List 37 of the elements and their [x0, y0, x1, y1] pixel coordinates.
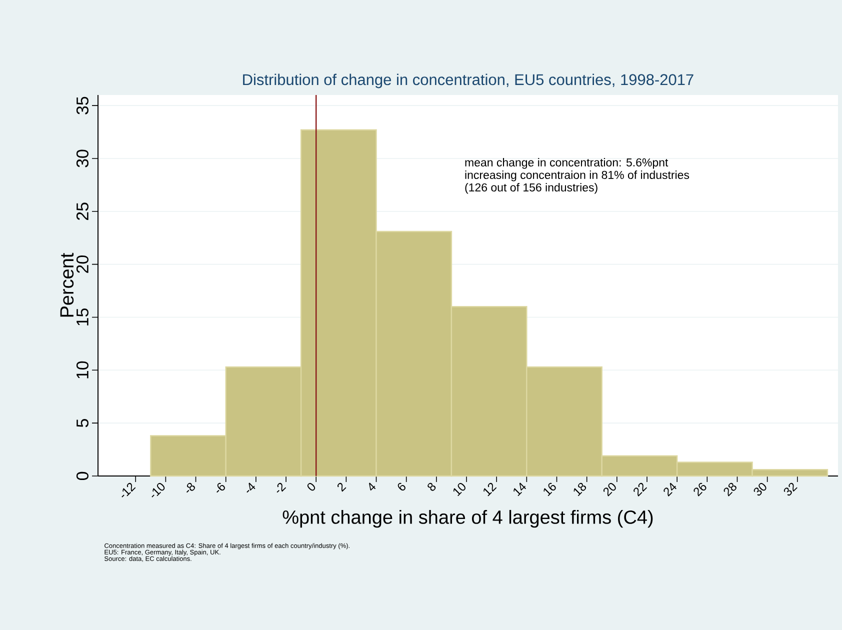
x-tick-label: 20 — [603, 483, 616, 496]
x-tick-label: 6 — [398, 482, 406, 491]
x-tick-label: 18 — [574, 482, 586, 496]
x-axis-title: %pnt change in share of 4 largest firms (C4) — [282, 510, 653, 528]
y-tick-label: 25 — [76, 202, 88, 220]
x-tick-label: 32 — [784, 482, 798, 496]
x-tick-label: 30 — [754, 483, 766, 496]
y-tick-label: 10 — [76, 361, 88, 378]
x-tick-label: 16 — [544, 482, 556, 496]
x-tick-label: 8 — [428, 482, 436, 491]
y-tick-label: 30 — [76, 150, 88, 168]
annotation: (126 out of 156 industries) — [465, 183, 598, 194]
x-tick-label: 0 — [307, 483, 316, 491]
y-axis-title: Percent — [60, 252, 74, 317]
y-tick-label: 0 — [76, 472, 88, 480]
y-tick-label: 15 — [76, 308, 88, 326]
x-tick-label: 12 — [484, 482, 497, 496]
x-tick-label: -2 — [276, 482, 286, 493]
x-tick-label: 22 — [634, 482, 648, 496]
x-tick-label: 28 — [724, 482, 736, 496]
y-tick-label: 5 — [76, 419, 88, 428]
x-tick-label: 4 — [369, 482, 376, 491]
x-tick-label: -12 — [122, 482, 136, 498]
x-tick-label: 26 — [694, 482, 706, 496]
annotation: mean change in concentration: 5.6%pnt — [465, 158, 668, 169]
x-tick-label: 2 — [337, 482, 346, 492]
x-tick-label: -10 — [152, 483, 165, 498]
annotation: increasing concentraion in 81% of industries — [465, 170, 690, 182]
y-tick-label: 20 — [76, 256, 88, 273]
x-tick-label: 24 — [664, 482, 676, 496]
x-tick-label: 10 — [453, 483, 466, 496]
x-tick-label: 14 — [514, 482, 526, 496]
y-tick-label: 35 — [76, 96, 88, 114]
x-tick-label: -6 — [216, 482, 225, 493]
chart-title: Distribution of change in concentration, EU5 countries, 1998-2017 — [243, 74, 694, 88]
x-tick-label: -4 — [246, 482, 256, 493]
x-tick-label: -8 — [186, 482, 195, 493]
